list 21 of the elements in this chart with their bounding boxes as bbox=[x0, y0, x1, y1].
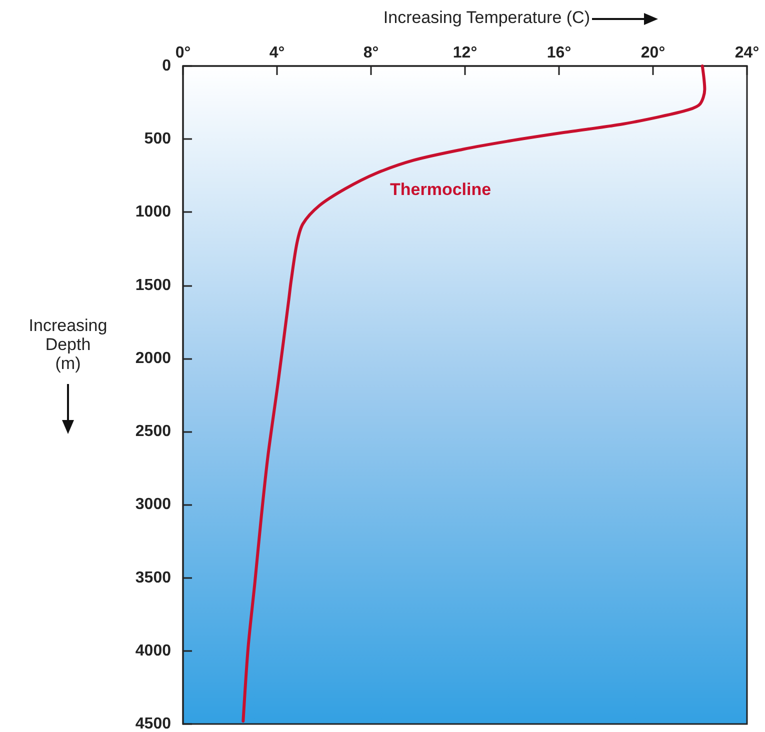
y-tick-label: 1000 bbox=[135, 204, 172, 221]
y-tick-label: 500 bbox=[144, 130, 172, 148]
y-axis-title: Increasing Depth (m) bbox=[28, 316, 108, 373]
x-tick-label: 24° bbox=[734, 44, 760, 62]
y-tick-label: 3500 bbox=[135, 569, 172, 586]
annotation: Thermocline bbox=[390, 180, 492, 200]
y-tick-label: 3000 bbox=[135, 496, 172, 514]
y-tick-label: 4000 bbox=[135, 642, 172, 660]
x-tick-label: 20° bbox=[640, 44, 666, 62]
y-tick-label: 2000 bbox=[135, 350, 172, 367]
y-tick-label: 0 bbox=[162, 58, 172, 74]
y-tick-label: 1500 bbox=[135, 276, 172, 294]
line-series bbox=[242, 64, 706, 723]
x-tick-label: 0° bbox=[175, 44, 191, 62]
x-tick-label: 16° bbox=[546, 44, 572, 62]
y-tick-label: 2500 bbox=[135, 423, 172, 440]
y-tick-label: 4500 bbox=[135, 716, 172, 732]
x-tick-label: 8° bbox=[363, 44, 379, 62]
x-axis-title: Increasing Temperature (C) bbox=[382, 8, 590, 28]
x-tick-label: 12° bbox=[452, 44, 478, 62]
x-tick-label: 4° bbox=[269, 44, 285, 62]
